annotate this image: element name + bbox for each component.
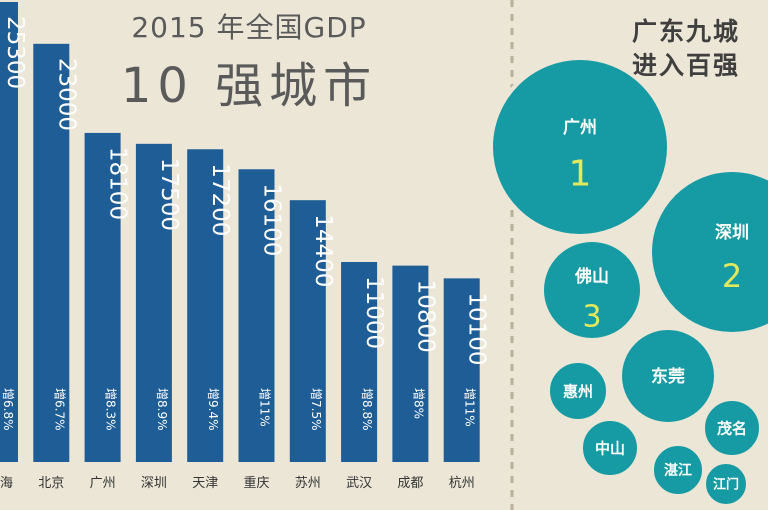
- bar-growth-label: 增11%: [258, 388, 272, 427]
- bubble-8: [702, 460, 750, 508]
- bubble-label: 东莞: [651, 366, 685, 387]
- bubble-label: 佛山: [574, 266, 609, 287]
- chart-title: 2015 年全国GDP: [131, 11, 367, 44]
- bar-growth-label: 增6.8%: [1, 388, 15, 431]
- bar-7: [341, 262, 378, 462]
- bar-9: [443, 278, 480, 462]
- bar-value-label: 17200: [207, 163, 233, 236]
- bar-value-label: 10800: [412, 280, 438, 353]
- bubble-title-line-1: 广东九城: [631, 17, 740, 46]
- bar-growth-label: 增8.8%: [360, 388, 374, 431]
- bubble-label: 中山: [595, 439, 625, 457]
- bar-value-label: 16100: [259, 183, 285, 256]
- bubble-title-line-2: 进入百强: [631, 51, 740, 80]
- bubble-1: [648, 168, 768, 336]
- bar-6: [289, 200, 326, 462]
- bar-growth-label: 增8.3%: [104, 388, 118, 431]
- bubble-4: [546, 359, 610, 423]
- bubble-label: 茂名: [717, 419, 747, 437]
- category-label: 深圳: [141, 476, 167, 491]
- category-label: 成都: [397, 476, 423, 491]
- bar-growth-label: 增11%: [463, 388, 477, 427]
- category-label: 北京: [38, 476, 64, 491]
- bar-value-label: 23000: [53, 58, 79, 131]
- bubble-6: [701, 397, 763, 459]
- category-label: 重庆: [243, 475, 269, 491]
- bubble-label: 江门: [713, 477, 739, 493]
- bubble-5: [579, 417, 641, 479]
- bubble-label: 广州: [563, 117, 597, 138]
- bar-8: [392, 265, 429, 462]
- bar-value-label: 11000: [361, 276, 387, 349]
- bubble-rank: 1: [569, 154, 592, 195]
- bar-value-label: 18100: [105, 147, 131, 220]
- bubble-0: [489, 56, 671, 238]
- bubble-rank: 3: [582, 300, 601, 335]
- bar-2: [84, 132, 121, 462]
- bar-value-label: 25300: [2, 16, 28, 89]
- category-label: 广州: [90, 476, 116, 491]
- bar-growth-label: 增6.7%: [52, 388, 66, 431]
- bubble-label: 湛江: [664, 462, 692, 479]
- bar-3: [135, 143, 172, 462]
- bubble-3: [618, 326, 718, 426]
- bar-growth-label: 增9.4%: [206, 388, 220, 431]
- bubble-2: [540, 238, 644, 342]
- bar-value-label: 14400: [310, 214, 336, 287]
- category-label: 杭州: [449, 476, 475, 491]
- bar-growth-label: 增8.9%: [155, 388, 169, 431]
- bubble-label: 惠州: [563, 382, 593, 400]
- bubble-7: [650, 442, 706, 498]
- bubble-rank: 2: [722, 257, 742, 295]
- category-label: 武汉: [346, 476, 372, 491]
- category-label: 天津: [192, 476, 218, 491]
- bubble-label: 深圳: [715, 222, 749, 243]
- bar-1: [33, 43, 70, 463]
- category-label: 苏州: [295, 475, 321, 491]
- bar-growth-label: 增8%: [411, 388, 425, 419]
- bar-growth-label: 增7.5%: [309, 388, 323, 431]
- bar-value-label: 17500: [156, 158, 182, 231]
- bar-5: [238, 169, 275, 463]
- chart-subtitle: 10 强城市: [120, 58, 378, 114]
- bar-0: [0, 2, 18, 462]
- bar-value-label: 10100: [464, 292, 490, 365]
- bar-4: [187, 149, 224, 463]
- category-label: 上海: [0, 476, 13, 491]
